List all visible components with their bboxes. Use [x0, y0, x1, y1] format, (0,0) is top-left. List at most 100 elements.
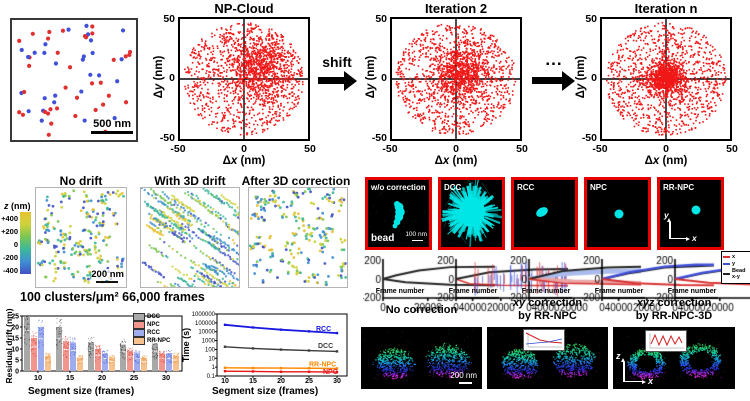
scatter-canvas: [180, 19, 308, 139]
ellipsis-label: ...: [545, 50, 563, 69]
z-axis-arrow: [623, 362, 625, 382]
legend-swatch: [133, 313, 145, 321]
iteration-arrow-head: [562, 70, 575, 91]
panel-label: RR-NPC: [663, 183, 695, 192]
time-x-axis-label: Segment size (frames): [212, 386, 319, 397]
y-tick: -50: [159, 132, 175, 144]
x-axis-label: Frame number: [594, 288, 644, 295]
x-tick: -50: [592, 143, 608, 155]
y-tick: 0: [591, 72, 597, 84]
y-tick: -50: [581, 132, 597, 144]
shift-label: shift: [322, 54, 352, 70]
scalebar-label: 500 nm: [93, 118, 131, 130]
plot-title: Iteration n: [634, 1, 698, 16]
legend-entry-y: y: [723, 261, 750, 267]
bar-x-axis-label: Segment size (frames): [28, 386, 135, 397]
x-tick: 0: [453, 143, 459, 155]
plot-area: [600, 17, 732, 141]
cluster-canvas: [249, 188, 347, 287]
panel-label: w/o correction: [371, 183, 426, 192]
legend-swatch: [723, 273, 730, 276]
x-arrow-head-icon: [686, 236, 690, 241]
recon-panel-no-correction: 200 nm: [361, 327, 482, 389]
legend-swatch: [133, 321, 145, 329]
z-arrow-head-icon: [621, 358, 625, 362]
plot-title: NP-Cloud: [214, 1, 274, 16]
bead-label: bead: [371, 233, 395, 244]
legend-entry-bead: Bead x-y: [723, 268, 750, 280]
x-axis-arrow-label: x: [648, 376, 654, 386]
x-axis-label: Δx (nm): [644, 155, 688, 167]
trace-legend: x y Bead x-y: [721, 251, 750, 285]
recon-canvas: [361, 327, 482, 389]
x-axis-label: Frame number: [375, 288, 425, 295]
scatter-canvas: [392, 19, 520, 139]
legend-label: DCC: [147, 314, 160, 320]
scalebar-label: 200 nm: [91, 269, 124, 280]
legend-label: x: [732, 254, 736, 260]
drift-title-with-drift: With 3D drift: [154, 174, 226, 188]
x-axis-arrow-label: x: [692, 233, 697, 243]
reference-scatter-canvas: [12, 20, 136, 140]
after-correction-panel: [248, 187, 348, 288]
cluster-canvas: [141, 188, 239, 287]
x-axis-label: Frame number: [448, 288, 498, 295]
plot-area: [178, 17, 310, 141]
recon-title-no-correction: No correction: [385, 304, 458, 316]
colorbar-tick: +400: [1, 214, 18, 223]
panel-label: RCC: [517, 183, 535, 192]
scalebar: [412, 239, 423, 241]
panel-label: NPC: [590, 183, 607, 192]
legend-entry-npc: NPC: [133, 321, 170, 329]
residual-drift-chart: [0, 309, 186, 387]
bead-panel-npc: NPC: [584, 177, 651, 250]
iteration-arrow: [532, 77, 562, 84]
legend-label: RR-NPC: [147, 338, 171, 344]
legend-entry-rcc: RCC: [133, 329, 170, 337]
recon-panel-xyz-correction: z x: [613, 327, 735, 389]
scalebar: [459, 382, 472, 384]
y-axis-arrow-label: y: [664, 210, 669, 220]
shift-arrow: [318, 77, 344, 84]
reference-image-panel: 500 nm: [10, 18, 138, 142]
x-tick: 0: [663, 143, 669, 155]
legend-swatch: [133, 329, 145, 337]
drift-title-no-drift: No drift: [59, 174, 103, 188]
y-axis-arrow: [669, 222, 671, 239]
iteration-2-plot: Iteration 2 Δy (nm) 50 0 -50 -50 0 50 Δx…: [362, 0, 528, 172]
bead-canvas: [587, 180, 648, 247]
bead-panel-wo-correction: w/o correction bead 100 nm: [365, 177, 432, 250]
scalebar: [96, 280, 118, 283]
bead-panel-rr-npc: RR-NPC y x: [657, 177, 724, 250]
x-tick: 50: [726, 143, 738, 155]
legend-entry-dcc: DCC: [133, 313, 170, 321]
x-tick: -50: [170, 143, 186, 155]
x-tick: 50: [304, 143, 316, 155]
recon-title-xyz: xyz correction by RR-NPC-3D: [635, 297, 713, 322]
x-tick: -50: [382, 143, 398, 155]
with-drift-panel: [140, 187, 240, 288]
recon-panel-xy-correction: [487, 327, 608, 389]
scatter-canvas: [602, 19, 730, 139]
legend-swatch: [723, 256, 730, 258]
x-tick: 0: [241, 143, 247, 155]
x-axis-label: Δx (nm): [434, 155, 478, 167]
recon-title-xy: xy correction by RR-NPC: [512, 297, 583, 322]
drift-title-corrected: After 3D correction: [241, 174, 351, 188]
y-tick: 50: [163, 13, 175, 25]
plot-area: [390, 17, 522, 141]
z-colorbar: [20, 212, 31, 274]
legend-swatch: [133, 337, 145, 345]
bead-canvas: [514, 180, 575, 247]
colorbar-tick: +200: [1, 227, 18, 236]
legend-label: Bead x-y: [732, 268, 746, 281]
scalebar: [91, 130, 133, 134]
scalebar-label: 100 nm: [405, 231, 427, 238]
x-axis-label: Δx (nm): [222, 155, 266, 167]
simulation-caption: 100 clusters/μm² 66,000 frames: [20, 290, 205, 304]
legend-entry-rr-npc: RR-NPC: [133, 337, 170, 345]
x-axis-label: Frame number: [667, 288, 717, 295]
x-axis-arrow: [623, 380, 642, 382]
drift-inset-plot: [523, 329, 565, 351]
legend-label: y: [732, 261, 736, 268]
